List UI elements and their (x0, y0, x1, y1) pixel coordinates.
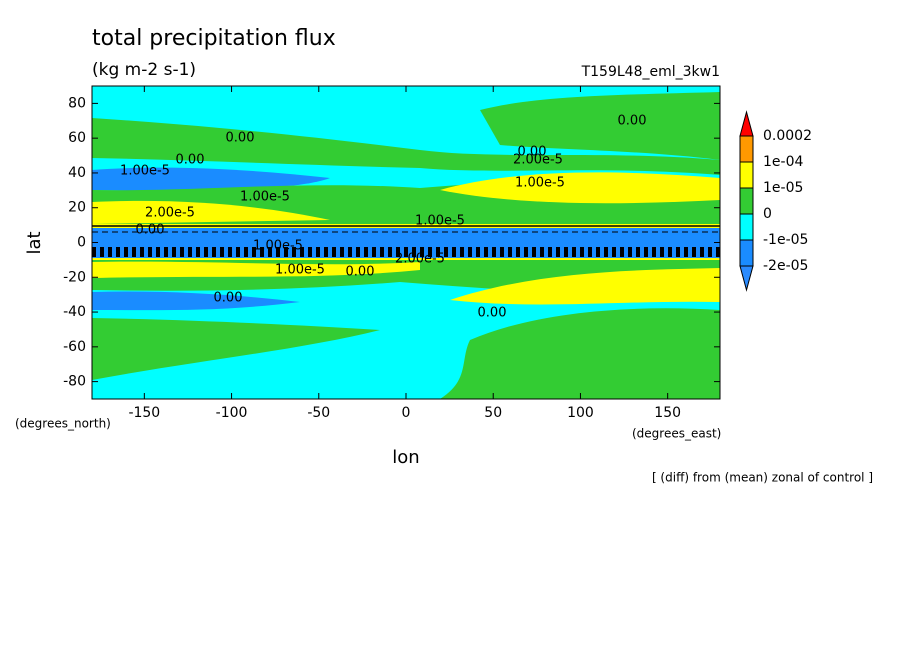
y-tick-label: -60 (63, 339, 86, 355)
colorbar-label: 0.0002 (763, 128, 812, 144)
contour-region (92, 167, 330, 191)
contour-region (440, 172, 720, 204)
x-units: (degrees_east) (632, 427, 721, 441)
colorbar-segment (739, 239, 754, 267)
colorbar-label: -2e-05 (763, 258, 808, 274)
x-tick-label: 50 (484, 405, 502, 421)
dataset-label: T159L48_eml_3kw1 (581, 64, 720, 80)
colorbar-segment (739, 265, 754, 292)
colorbar-label: 1e-04 (763, 154, 803, 170)
contour-region (92, 200, 330, 224)
colorbar-segment (739, 135, 754, 163)
colorbar-label: -1e-05 (763, 232, 808, 248)
y-units: (degrees_north) (15, 417, 111, 431)
contour-region (92, 228, 720, 258)
contour-label: 1.00e-5 (240, 190, 290, 205)
contour-label: 1.00e-5 (275, 263, 325, 278)
contour-label: 1.00e-5 (515, 176, 565, 191)
colorbar-label: 0 (763, 206, 772, 222)
y-tick-label: -20 (63, 269, 86, 285)
y-tick-label: -40 (63, 304, 86, 320)
contour-label: 0.00 (176, 153, 205, 168)
contour-label: 0.00 (226, 131, 255, 146)
contour-label: 0.00 (518, 145, 547, 160)
contour-label: 1.00e-5 (415, 214, 465, 229)
x-tick-label: 100 (567, 405, 594, 421)
contour-label: 1.00e-5 (120, 164, 170, 179)
contour-region (480, 92, 720, 160)
y-tick-label: 60 (68, 130, 86, 146)
contour-region (450, 268, 720, 305)
colorbar-segment (739, 213, 754, 241)
y-axis-label: lat (24, 231, 45, 254)
contour-label: 0.00 (478, 306, 507, 321)
x-tick-label: -50 (307, 405, 330, 421)
contour-label: 0.00 (214, 291, 243, 306)
y-tick-label: 80 (68, 95, 86, 111)
contour-label: 0.00 (136, 223, 165, 238)
contour-label: 1.00e-5 (253, 239, 303, 254)
colorbar-segment (739, 110, 754, 137)
field (92, 86, 720, 399)
colorbar-segment (739, 187, 754, 215)
contour-region (92, 291, 300, 311)
colorbar-label: 1e-05 (763, 180, 803, 196)
contour-label: 2.00e-5 (145, 206, 195, 221)
x-tick-label: -100 (216, 405, 248, 421)
x-tick-label: 0 (402, 405, 411, 421)
y-tick-label: 40 (68, 165, 86, 181)
contour-label: 0.00 (618, 114, 647, 129)
contour-region (440, 308, 720, 399)
chart-title: total precipitation flux (92, 26, 336, 51)
chart-subtitle: (kg m-2 s-1) (92, 60, 196, 80)
contour-region (92, 261, 420, 278)
y-tick-label: 20 (68, 200, 86, 216)
contour-label: 2.00e-5 (395, 252, 445, 267)
x-tick-label: 150 (654, 405, 681, 421)
colorbar-segment (739, 161, 754, 189)
contour-label: 0.00 (346, 265, 375, 280)
x-axis-label: lon (392, 447, 419, 468)
note: [ (diff) from (mean) zonal of control ] (652, 471, 873, 485)
contour-region (92, 118, 720, 175)
x-tick-label: -150 (128, 405, 160, 421)
contour-region (92, 318, 380, 380)
contour-label: 2.00e-5 (513, 153, 563, 168)
y-tick-label: -80 (63, 374, 86, 390)
y-tick-label: 0 (77, 235, 86, 251)
